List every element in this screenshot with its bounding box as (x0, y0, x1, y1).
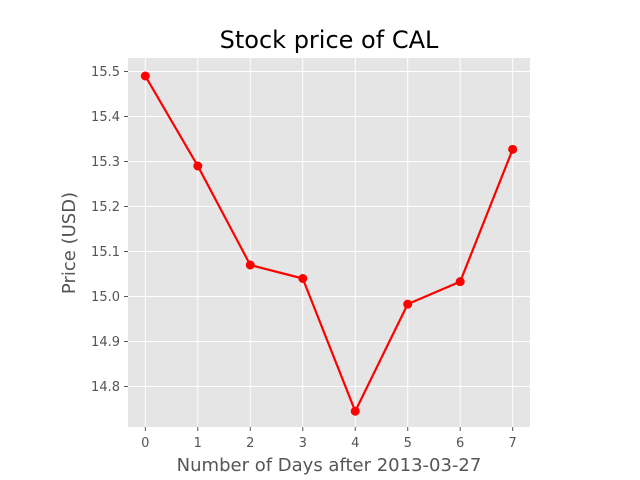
y-tick-label: 15.1 (91, 245, 120, 260)
x-tick-label: 2 (246, 436, 254, 451)
data-point-day-3 (298, 274, 308, 283)
y-tick-label: 15.3 (91, 155, 120, 170)
y-tick-label: 15.5 (91, 65, 120, 80)
data-point-day-4 (350, 406, 360, 416)
tick-marks (124, 71, 514, 431)
y-tick-label: 15.4 (91, 110, 120, 125)
y-tick-label: 14.9 (91, 335, 120, 350)
x-tick-label: 1 (194, 436, 202, 451)
x-tick-label: 4 (351, 436, 359, 451)
x-tick-label: 6 (456, 436, 464, 451)
data-point-day-5 (403, 299, 413, 309)
y-tick-labels: 14.8 14.9 15.0 15.1 15.2 15.3 15.4 15.5 (91, 65, 120, 395)
y-tick-label: 14.8 (91, 380, 120, 395)
y-tick-label: 15.2 (91, 200, 120, 215)
data-point-day-6 (455, 277, 465, 287)
chart-title: Stock price of CAL (220, 26, 439, 54)
data-point-day-2 (245, 260, 255, 270)
plot-area (128, 58, 530, 427)
y-axis-label: Price (USD) (59, 192, 80, 294)
data-point-day-0 (140, 71, 150, 81)
x-axis-label: Number of Days after 2013-03-27 (177, 455, 482, 476)
series-line (144, 74, 514, 413)
data-point-day-1 (193, 161, 203, 171)
x-tick-label: 7 (509, 436, 517, 451)
x-tick-label: 5 (404, 436, 412, 451)
y-tick-label: 15.0 (91, 290, 120, 305)
x-tick-labels: 0 1 2 3 4 5 6 7 (141, 436, 517, 451)
x-tick-label: 3 (299, 436, 307, 451)
data-point-day-7 (508, 144, 518, 154)
x-tick-label: 0 (141, 436, 149, 451)
grid-lines (128, 58, 530, 427)
data-points (140, 71, 518, 416)
